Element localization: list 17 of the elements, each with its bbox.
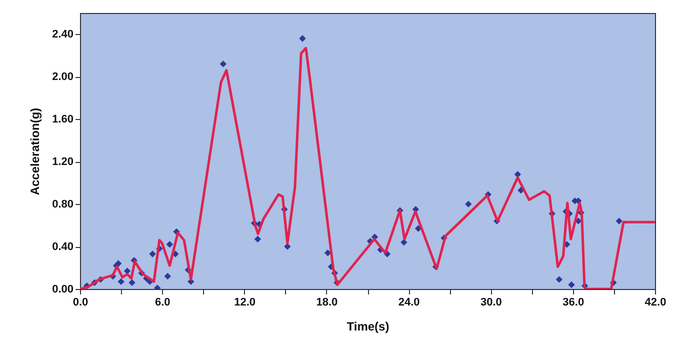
y-tick-label: 0.00 bbox=[52, 284, 74, 296]
x-tick-label: 18.0 bbox=[316, 296, 338, 308]
y-axis-title: Acceleration(g) bbox=[28, 108, 42, 196]
x-tick-label: 0.0 bbox=[72, 296, 88, 308]
x-tick-label: 6.0 bbox=[154, 296, 170, 308]
x-tick-label: 42.0 bbox=[644, 296, 666, 308]
x-tick-label: 24.0 bbox=[398, 296, 420, 308]
x-axis-title: Time(s) bbox=[346, 320, 390, 334]
x-tick-label: 30.0 bbox=[480, 296, 502, 308]
y-tick-label: 0.40 bbox=[52, 241, 74, 254]
y-tick-label: 2.40 bbox=[52, 28, 74, 41]
x-tick-label: 36.0 bbox=[562, 296, 584, 308]
x-tick-label: 12.0 bbox=[234, 296, 256, 308]
y-tick-label: 0.80 bbox=[52, 198, 74, 211]
y-tick-label: 1.60 bbox=[52, 114, 74, 126]
y-tick-label: 2.00 bbox=[52, 71, 74, 84]
y-tick-label: 1.20 bbox=[52, 156, 74, 168]
